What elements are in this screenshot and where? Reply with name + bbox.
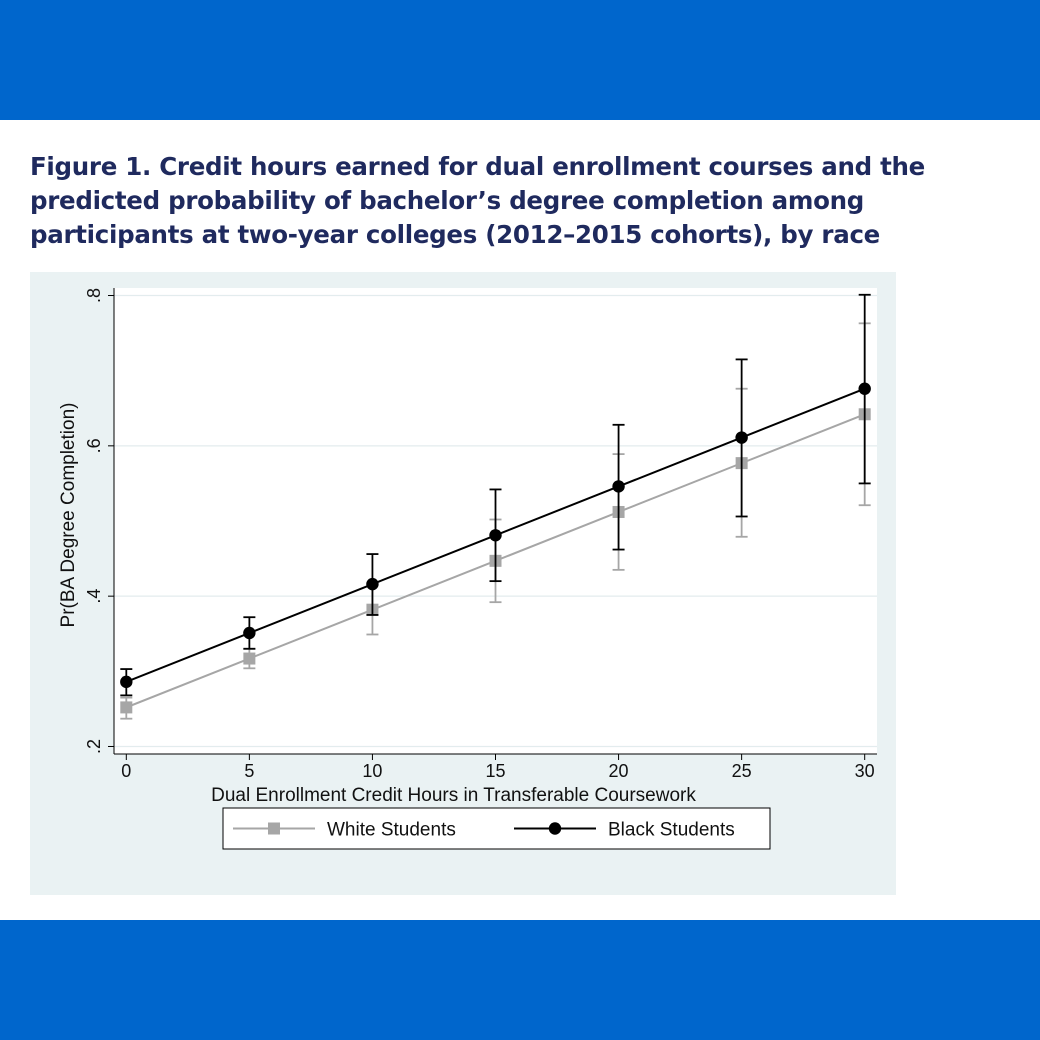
x-tick-label: 15 [485, 761, 505, 781]
chart-panel: .2 .4 .6 .8 0 5 10 15 20 25 30 Dual Enrollment Cred… [30, 272, 896, 895]
x-tick-label: 25 [732, 761, 752, 781]
black-students-marker [735, 431, 748, 444]
legend-white-students-label: White Students [327, 820, 456, 841]
y-tick-label: .4 [84, 589, 104, 604]
y-tick-label: .6 [84, 438, 104, 453]
bottom-banner [0, 920, 1040, 1040]
x-tick-label: 5 [244, 761, 254, 781]
top-banner [0, 0, 1040, 120]
y-axis-title: Pr(BA Degree Completion) [58, 403, 79, 628]
black-students-marker [366, 577, 379, 591]
x-axis-title: Dual Enrollment Credit Hours in Transfer… [211, 785, 696, 806]
y-tick-label: .8 [84, 288, 104, 303]
chart: .2 .4 .6 .8 0 5 10 15 20 25 30 Dual Enrollment Cred… [58, 288, 877, 850]
legend-black-students-marker [548, 822, 562, 835]
x-tick-label: 30 [855, 761, 875, 781]
black-students-marker [489, 529, 502, 542]
black-students-marker [120, 675, 133, 689]
x-tick-label: 10 [362, 761, 382, 781]
white-students-marker [120, 701, 133, 714]
x-tick-label: 20 [609, 761, 629, 781]
white-students-marker [243, 652, 256, 665]
legend-white-students-marker [268, 822, 280, 835]
y-tick-label: .2 [84, 739, 104, 754]
x-tick-label: 0 [121, 761, 131, 781]
legend-black-students-label: Black Students [608, 820, 735, 841]
figure-title: Figure 1. Credit hours earned for dual e… [30, 152, 925, 249]
black-students-marker [243, 626, 256, 640]
black-students-marker [612, 480, 625, 493]
black-students-marker [858, 382, 871, 395]
